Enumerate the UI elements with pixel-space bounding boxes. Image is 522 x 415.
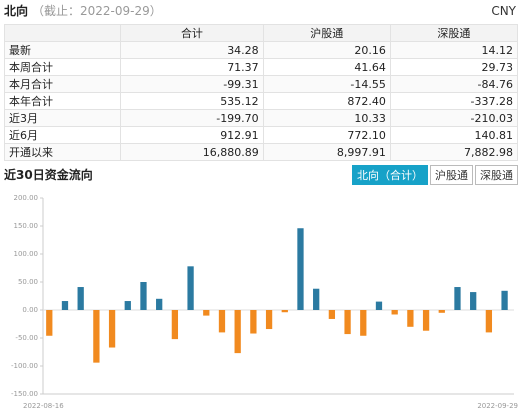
subtitle: （截止：2022-09-29） [32,4,162,18]
value-cell: 10.33 [262,109,391,127]
y-tick-label: 50.00 [18,278,38,286]
row-label: 本周合计 [3,58,122,76]
bar [187,266,194,310]
bar [407,310,414,327]
y-tick-label: 100.00 [14,250,39,258]
row-label: 开通以来 [3,143,122,161]
value-cell: 34.28 [120,41,264,59]
header: 北向 （截止：2022-09-29） CNY [4,2,516,20]
tab[interactable]: 深股通 [475,165,518,185]
bar [391,310,398,315]
bar [77,287,84,310]
value-cell: 14.12 [389,41,519,59]
y-tick-label: -100.00 [11,362,38,370]
bar [203,310,210,316]
row-label: 本年合计 [3,92,122,110]
bar [234,310,241,354]
value-cell: 140.81 [389,126,519,144]
bar [344,310,351,335]
summary-table: 合计 沪股通 深股通 最新 34.28 20.16 14.12 本周合计 71.37 41.64 2… [3,24,519,161]
y-tick-label: -150.00 [11,390,38,398]
tab[interactable]: 北向（合计） [352,165,428,185]
bar [360,310,367,336]
bar [156,298,163,310]
table-row: 近3月 -199.70 10.33 -210.03 [3,109,519,127]
bar [281,310,288,313]
bar [93,310,100,363]
y-tick-label: 150.00 [14,222,39,230]
y-tick-label: 200.00 [14,194,39,202]
column-header: 沪股通 [262,24,391,42]
column-header: 合计 [120,24,264,42]
bar [171,310,179,340]
bar [470,292,477,310]
value-cell: -210.03 [389,109,519,127]
title: 北向 [4,4,29,18]
row-label: 最新 [3,41,122,59]
bar [250,310,257,334]
table-row: 本月合计 -99.31 -14.55 -84.76 [3,75,519,93]
table-row: 最新 34.28 20.16 14.12 [3,41,519,59]
bar [313,288,320,310]
value-cell: 535.12 [120,92,264,110]
value-cell: -14.55 [262,75,391,93]
y-tick-label: -50.00 [15,334,38,342]
value-cell: -199.70 [120,109,264,127]
column-header: 深股通 [389,24,519,42]
y-tick-label: 0.00 [22,306,38,314]
value-cell: 16,880.89 [120,143,264,161]
row-label: 近3月 [3,109,122,127]
bar [375,301,383,310]
value-cell: -84.76 [389,75,519,93]
chart: -150.00 -100.00 -50.00 0.00 50.00 100.00 150.0… [11,194,518,410]
bar [485,310,493,333]
value-cell: 772.10 [262,126,391,144]
value-cell: 7,882.98 [389,143,519,161]
table-row: 近6月 912.91 772.10 140.81 [3,126,519,144]
value-cell: 20.16 [262,41,391,59]
bar [454,287,461,310]
value-cell: 41.64 [262,58,391,76]
bar [297,228,304,310]
bar [61,301,69,310]
value-cell: 29.73 [389,58,519,76]
row-label: 近6月 [3,126,122,144]
tabs: 北向（合计） 沪股通 深股通 [350,165,518,185]
tab[interactable]: 沪股通 [430,165,473,185]
x-tick-label: 2022-08-16 [23,402,64,410]
bar [218,310,226,333]
value-cell: 71.37 [120,58,264,76]
row-label: 本月合计 [3,75,122,93]
bar [108,310,116,348]
bar [328,310,336,319]
bar [422,310,430,331]
value-cell: 912.91 [120,126,264,144]
bar [438,310,445,313]
x-tick-label: 2022-09-29 [477,402,518,410]
bar [140,282,147,310]
bar [265,310,273,330]
currency: CNY [491,4,516,18]
value-cell: 8,997.91 [262,143,391,161]
bar [124,301,131,310]
value-cell: 872.40 [262,92,391,110]
value-cell: -337.28 [389,92,519,110]
bar [46,310,53,336]
table-row: 本年合计 535.12 872.40 -337.28 [3,92,519,110]
table-row: 开通以来 16,880.89 8,997.91 7,882.98 [3,143,519,161]
header-row: 合计 沪股通 深股通 [3,24,519,42]
value-cell: -99.31 [120,75,264,93]
table-row: 本周合计 71.37 41.64 29.73 [3,58,519,76]
bar [501,290,508,310]
chart-title: 近30日资金流向 [4,168,93,182]
header-cell [3,24,122,42]
